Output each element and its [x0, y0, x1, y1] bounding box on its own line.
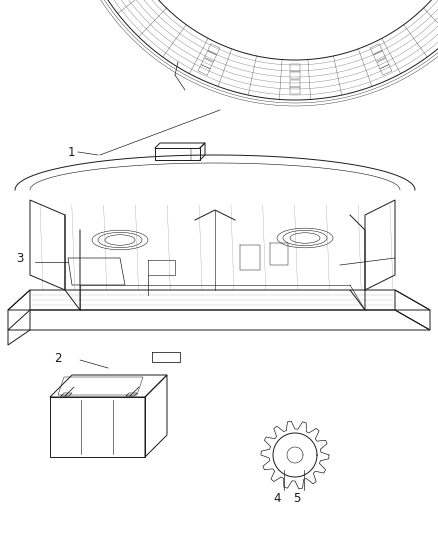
Text: 1: 1 [67, 146, 75, 158]
Text: 2: 2 [54, 351, 62, 365]
Text: 4: 4 [273, 492, 281, 505]
Text: 3: 3 [16, 252, 23, 264]
Text: 5: 5 [293, 492, 301, 505]
